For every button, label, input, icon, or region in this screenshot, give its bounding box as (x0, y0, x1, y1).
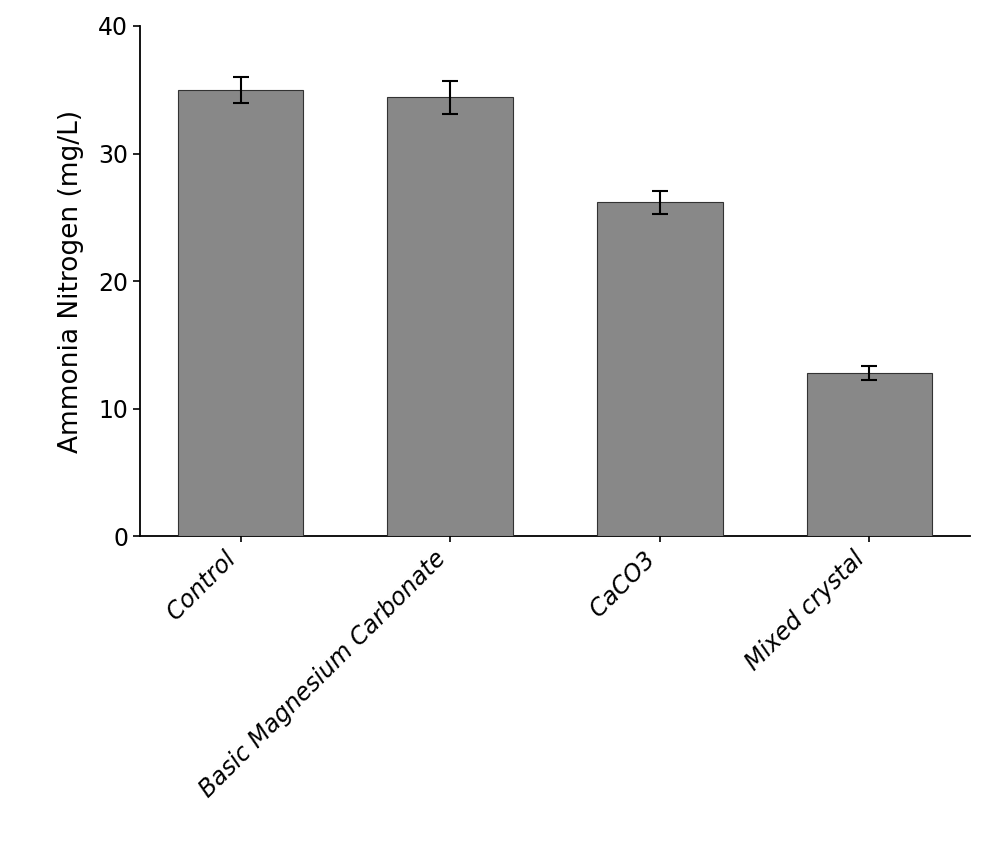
Bar (807, 373, 932, 536)
Bar (387, 98, 513, 536)
Y-axis label: Ammonia Nitrogen (mg/L): Ammonia Nitrogen (mg/L) (58, 110, 84, 452)
Bar (178, 90, 303, 536)
Bar (597, 202, 723, 536)
